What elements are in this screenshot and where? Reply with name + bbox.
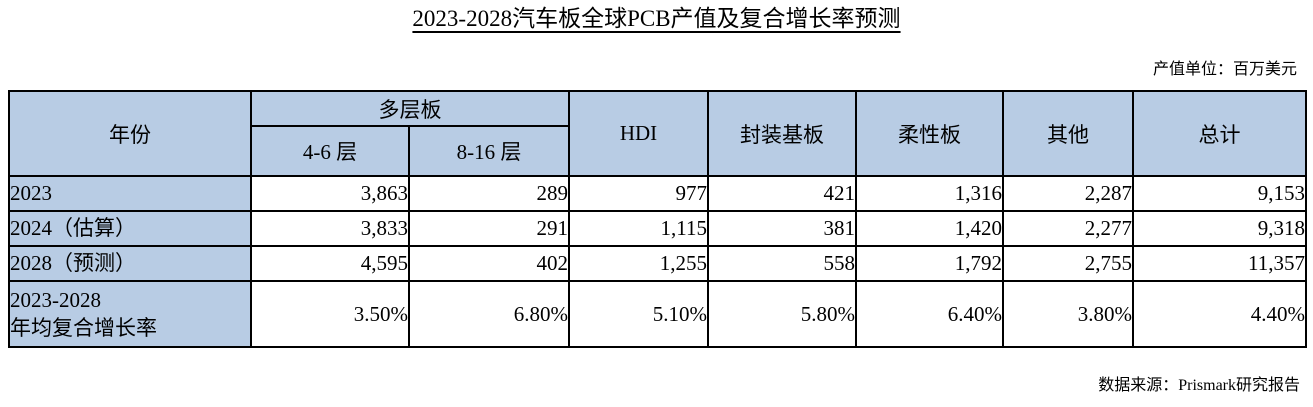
header-cell-year: 年份 [8,90,252,177]
value-cell: 381 [707,210,857,247]
value-cell: 5.80% [707,280,857,348]
value-cell: 6.40% [855,280,1004,348]
value-cell: 1,255 [568,245,709,282]
header-cell-flex-board: 柔性板 [855,90,1004,177]
value-cell: 1,115 [568,210,709,247]
value-cell: 977 [568,175,709,212]
value-cell: 421 [707,175,857,212]
source-note: 数据来源：Prismark研究报告 [1098,377,1300,394]
header-cell-total: 总计 [1132,90,1307,177]
value-cell: 289 [408,175,570,212]
value-cell: 4,595 [250,245,410,282]
value-cell: 3,833 [250,210,410,247]
value-cell: 1,420 [855,210,1004,247]
header-cell-other: 其他 [1002,90,1134,177]
value-cell: 3.50% [250,280,410,348]
header-cell-4-6-layer: 4-6 层 [250,125,410,177]
value-cell: 1,316 [855,175,1004,212]
value-cell: 3.80% [1002,280,1134,348]
value-cell: 5.10% [568,280,709,348]
value-cell: 11,357 [1132,245,1307,282]
header-cell-multilayer: 多层板 [250,90,570,127]
table-row-cagr: 2023-2028 年均复合增长率 3.50% 6.80% 5.10% 5.80… [8,280,1307,348]
page-title: 2023-2028汽车板全球PCB产值及复合增长率预测 [412,6,901,31]
value-cell: 1,792 [855,245,1004,282]
row-label-cell: 2028（预测） [8,245,252,282]
value-cell: 2,277 [1002,210,1134,247]
value-cell: 558 [707,245,857,282]
value-cell: 291 [408,210,570,247]
header-row-sub: 4-6 层 8-16 层 [9,125,1306,177]
table-row-2028-forecast: 2028（预测） 4,595 402 1,255 558 1,792 2,755… [8,245,1307,282]
value-cell: 402 [408,245,570,282]
value-cell: 4.40% [1132,280,1307,348]
header-row-top: 年份 多层板 HDI 封装基板 柔性板 其他 总计 [8,90,1307,177]
header-cell-hdi: HDI [568,90,709,177]
value-cell: 3,863 [250,175,410,212]
title-bar: 2023-2028汽车板全球PCB产值及复合增长率预测 [0,3,1313,35]
table-row-2023: 2023 3,863 289 977 421 1,316 2,287 9,153 [8,175,1307,212]
value-cell: 2,755 [1002,245,1134,282]
row-label-cell: 2023 [8,175,252,212]
value-cell: 9,318 [1132,210,1307,247]
pcb-forecast-table: 年份 多层板 HDI 封装基板 柔性板 其他 总计 4-6 层 8-16 层 2… [8,90,1307,348]
row-label-cell: 2024（估算） [8,210,252,247]
header-cell-package-substrate: 封装基板 [707,90,857,177]
unit-note: 产值单位：百万美元 [1152,61,1297,78]
table-row-2024-estimate: 2024（估算） 3,833 291 1,115 381 1,420 2,277… [8,210,1307,247]
value-cell: 9,153 [1132,175,1307,212]
header-cell-8-16-layer: 8-16 层 [408,125,570,177]
value-cell: 2,287 [1002,175,1134,212]
value-cell: 6.80% [408,280,570,348]
row-label-cell: 2023-2028 年均复合增长率 [8,280,252,348]
